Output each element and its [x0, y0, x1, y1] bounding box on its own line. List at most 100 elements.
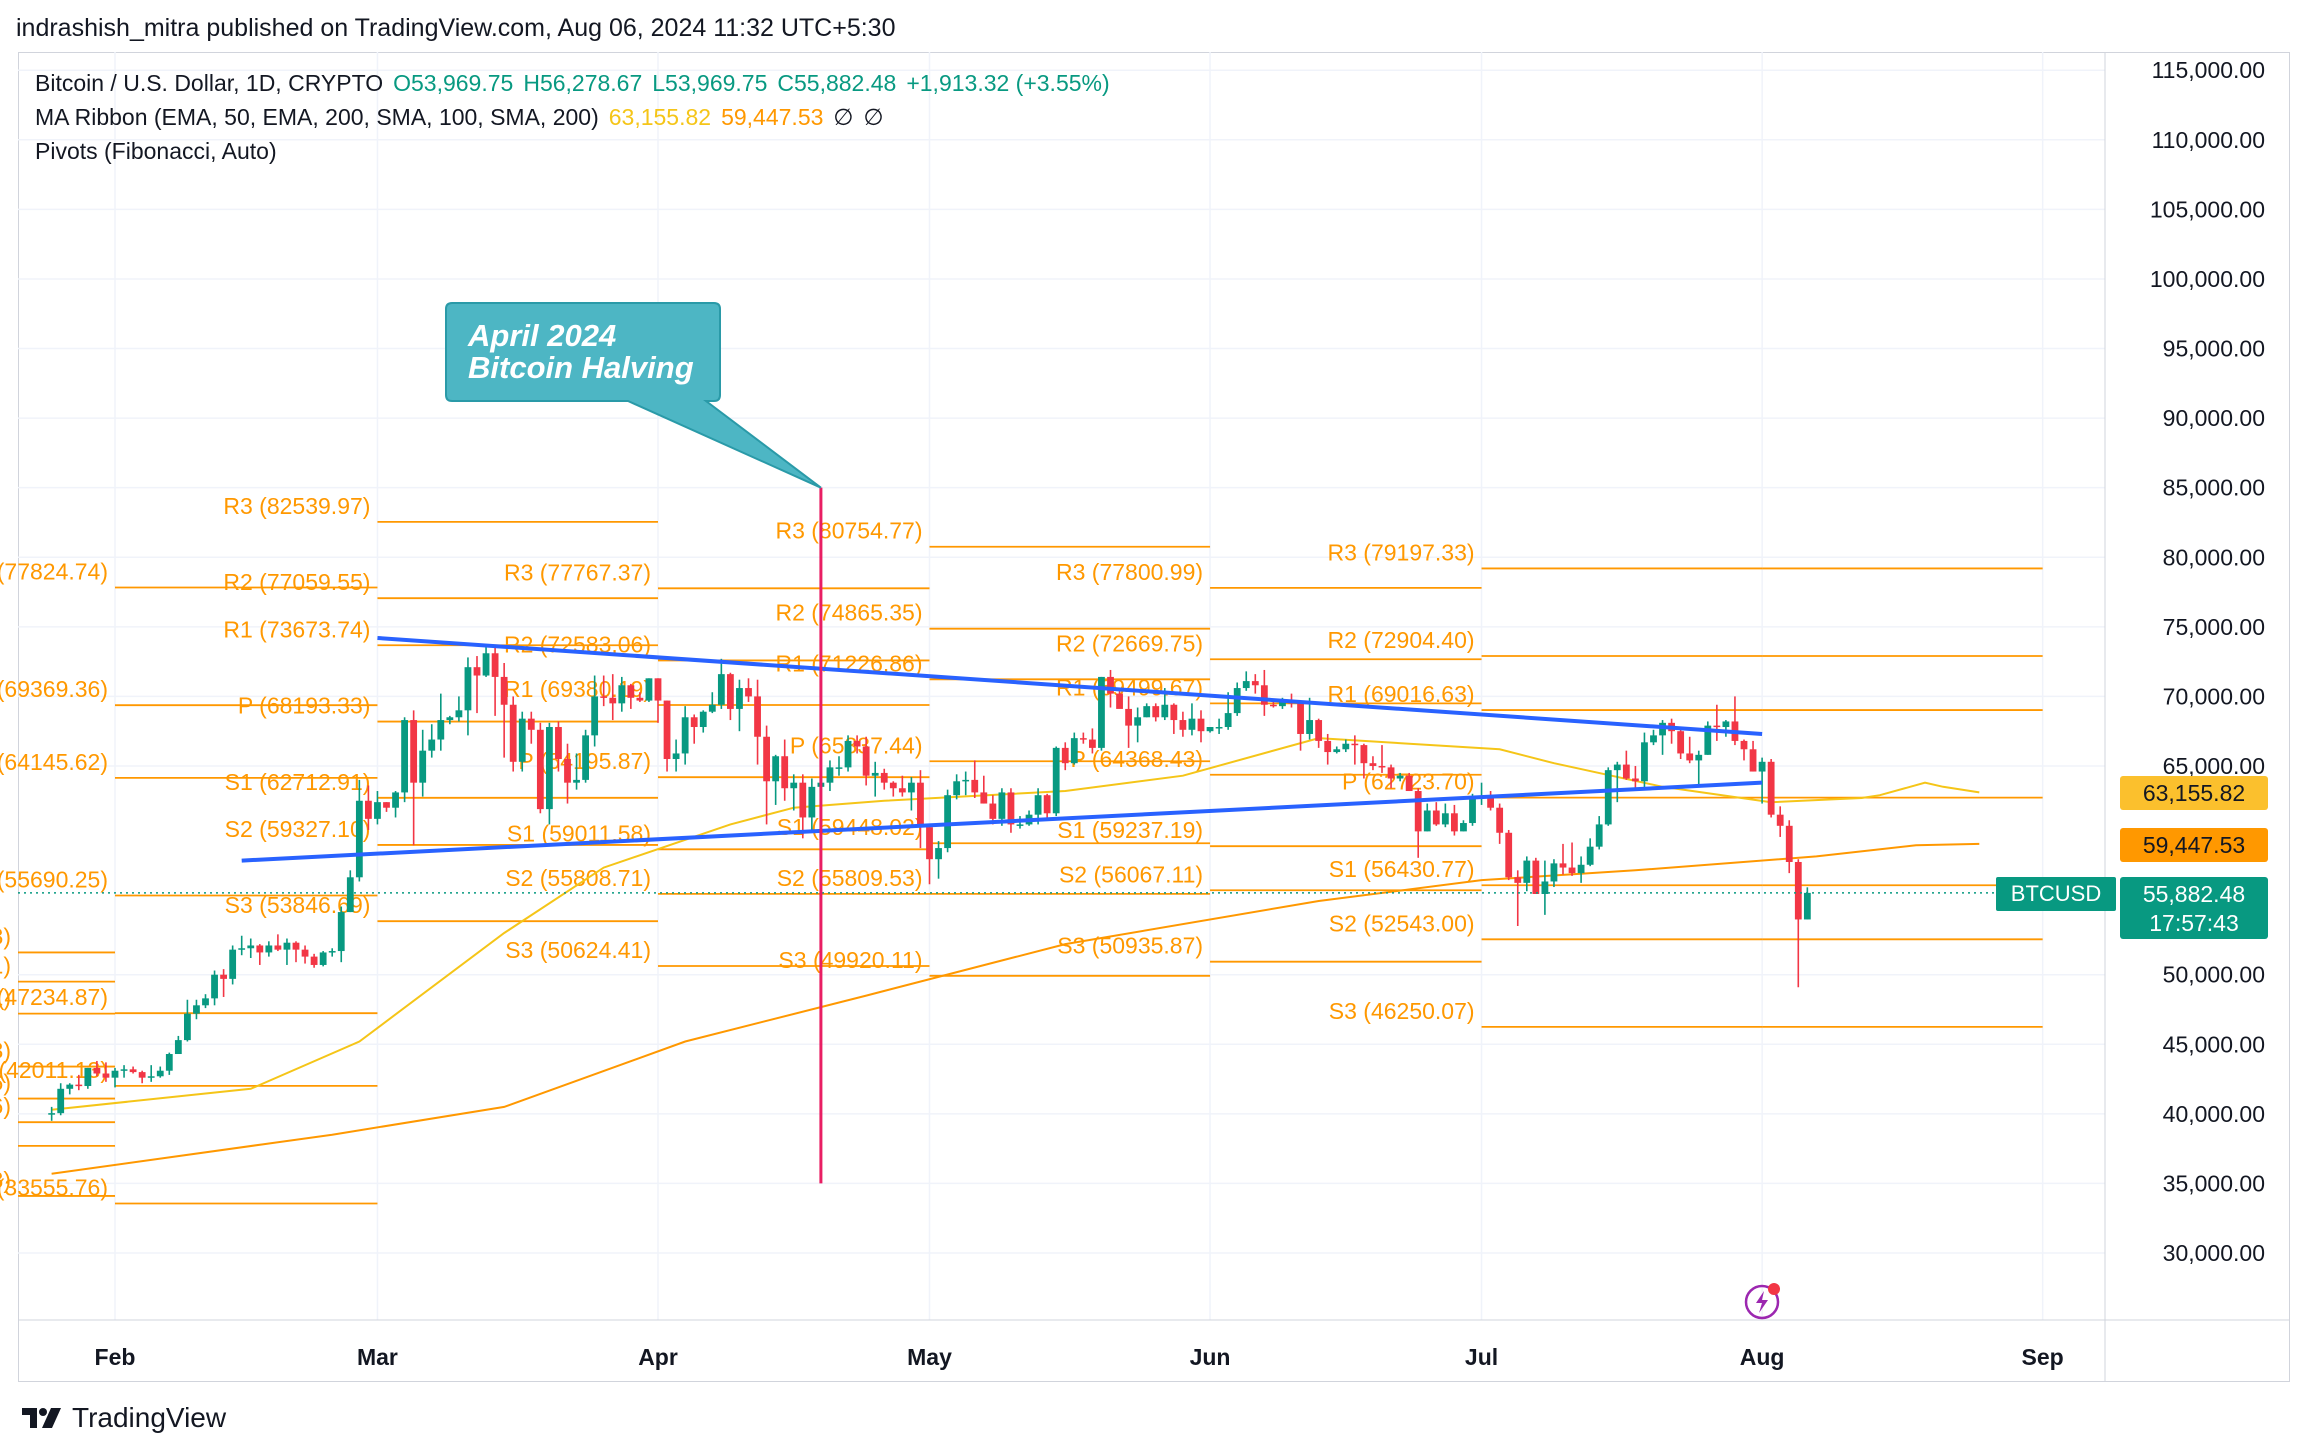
last-price: 55,882.48 — [2142, 881, 2246, 907]
candle-body — [645, 678, 653, 701]
candle-body — [736, 688, 743, 709]
candle-body — [518, 718, 526, 762]
candle-body — [1460, 823, 1467, 832]
pivot-level-label: 3.33) — [0, 1038, 11, 1064]
candle-body — [1650, 735, 1657, 743]
candle-body — [1414, 791, 1422, 832]
candle-body — [1595, 824, 1603, 847]
chart-frame[interactable] — [18, 52, 2290, 1382]
candle-body — [220, 974, 227, 979]
candle-body — [681, 717, 689, 754]
candle-body — [1514, 877, 1522, 883]
candle-body — [853, 740, 861, 747]
candle-body — [1197, 718, 1205, 732]
pivot-level-label: S3 (50935.87) — [1057, 933, 1203, 959]
pivot-level-label: S2 (52543.00) — [1329, 910, 1475, 936]
candle-body — [564, 759, 571, 783]
candle-body — [1641, 742, 1648, 782]
candle-body — [944, 795, 951, 849]
pivot-level-label: R2 (69369.36) — [0, 676, 108, 702]
candle-body — [193, 1005, 200, 1014]
pivot-level-label: 2.21) — [0, 953, 11, 979]
candle-body — [536, 729, 544, 810]
candle-body — [1604, 770, 1612, 825]
candle-body — [1233, 688, 1241, 714]
candle-body — [1242, 681, 1250, 689]
candle-body — [636, 697, 644, 701]
pivot-level-label: R1 (64145.62) — [0, 749, 108, 775]
candle-body — [410, 720, 418, 783]
pivot-level-label: 2.08) — [0, 1167, 11, 1193]
y-tick-label: 50,000.00 — [2163, 962, 2265, 988]
pivot-level-label: S2 (59327.10) — [225, 816, 371, 842]
candle-body — [1143, 706, 1151, 718]
candle-body — [111, 1070, 119, 1078]
symbol-tag: BTCUSD — [1996, 877, 2116, 911]
candle-body — [165, 1054, 173, 1071]
pivot-level-label: R3 (79197.33) — [1328, 539, 1475, 565]
candle-body — [1487, 796, 1494, 808]
candle-body — [1089, 739, 1096, 748]
candle-body — [120, 1069, 128, 1071]
candle-body — [482, 653, 490, 676]
last-price-box: 55,882.48 17:57:43 — [2120, 877, 2268, 939]
candle-body — [446, 717, 454, 721]
x-tick-label: Sep — [2022, 1344, 2064, 1370]
tradingview-logo-icon — [22, 1408, 61, 1428]
candle-body — [1659, 722, 1666, 736]
legend-ma-row: MA Ribbon (EMA, 50, EMA, 200, SMA, 100, … — [35, 104, 894, 131]
candle-body — [1378, 765, 1386, 768]
candle-body — [292, 942, 300, 950]
y-tick-label: 65,000.00 — [2163, 753, 2265, 779]
candle-body — [1740, 740, 1748, 750]
candle-body — [1704, 725, 1712, 755]
candle-body — [527, 718, 535, 730]
candle-body — [1270, 704, 1277, 707]
halving-callout: April 2024 Bitcoin Halving — [446, 303, 720, 403]
pivot-level-label: 4.58) — [0, 923, 11, 949]
candle-body — [708, 704, 716, 712]
candle-body — [1161, 704, 1169, 718]
candle-body — [365, 800, 372, 819]
legend-pivots[interactable]: Pivots (Fibonacci, Auto) — [35, 138, 277, 164]
candle-body — [772, 756, 780, 782]
y-tick-label: 35,000.00 — [2163, 1170, 2265, 1196]
ema-50-line — [51, 737, 1980, 1111]
tradingview-logo[interactable]: TradingView — [22, 1402, 226, 1434]
candle-body — [464, 667, 472, 711]
legend-pivots-row: Pivots (Fibonacci, Auto) — [35, 138, 287, 165]
ma-ribbon — [51, 737, 1980, 1175]
legend-symbol[interactable]: Bitcoin / U.S. Dollar, 1D, CRYPTO — [35, 70, 384, 96]
candle-body — [1432, 810, 1440, 825]
candle-body — [546, 727, 553, 810]
ema-200-line — [51, 842, 1980, 1175]
candle-body — [1505, 832, 1513, 878]
pivot-level-label: R2 (77059.55) — [223, 569, 370, 595]
legend-close: C55,882.48 — [777, 70, 897, 96]
candle-body — [1396, 775, 1404, 779]
snapshot-icon[interactable] — [1744, 1282, 1782, 1320]
pivot-level-label: P (55690.25) — [0, 867, 108, 893]
candle-body — [1324, 740, 1332, 753]
candle-body — [799, 782, 807, 818]
y-tick-label: 75,000.00 — [2163, 614, 2265, 640]
candle-body — [808, 786, 816, 818]
candle-body — [1767, 761, 1775, 815]
candle-body — [1315, 720, 1323, 741]
candle-body — [1577, 864, 1585, 874]
candle-body — [256, 945, 264, 953]
pivot-level-label: 1.36) — [0, 1070, 11, 1096]
candle-body — [745, 688, 752, 697]
candle-body — [129, 1069, 137, 1073]
ma-price-tag-2: 59,447.53 — [2120, 828, 2268, 862]
candle-body — [1360, 745, 1368, 764]
candle-body — [618, 685, 626, 704]
candle-body — [202, 998, 209, 1006]
legend-ma-value-1: 63,155.82 — [608, 104, 712, 130]
candle-body — [274, 945, 282, 950]
candle-body — [844, 740, 852, 768]
legend-ma-ribbon[interactable]: MA Ribbon (EMA, 50, EMA, 200, SMA, 100, … — [35, 104, 599, 130]
pivot-level-label: R1 (73673.74) — [223, 616, 370, 642]
candle-body — [699, 711, 707, 728]
